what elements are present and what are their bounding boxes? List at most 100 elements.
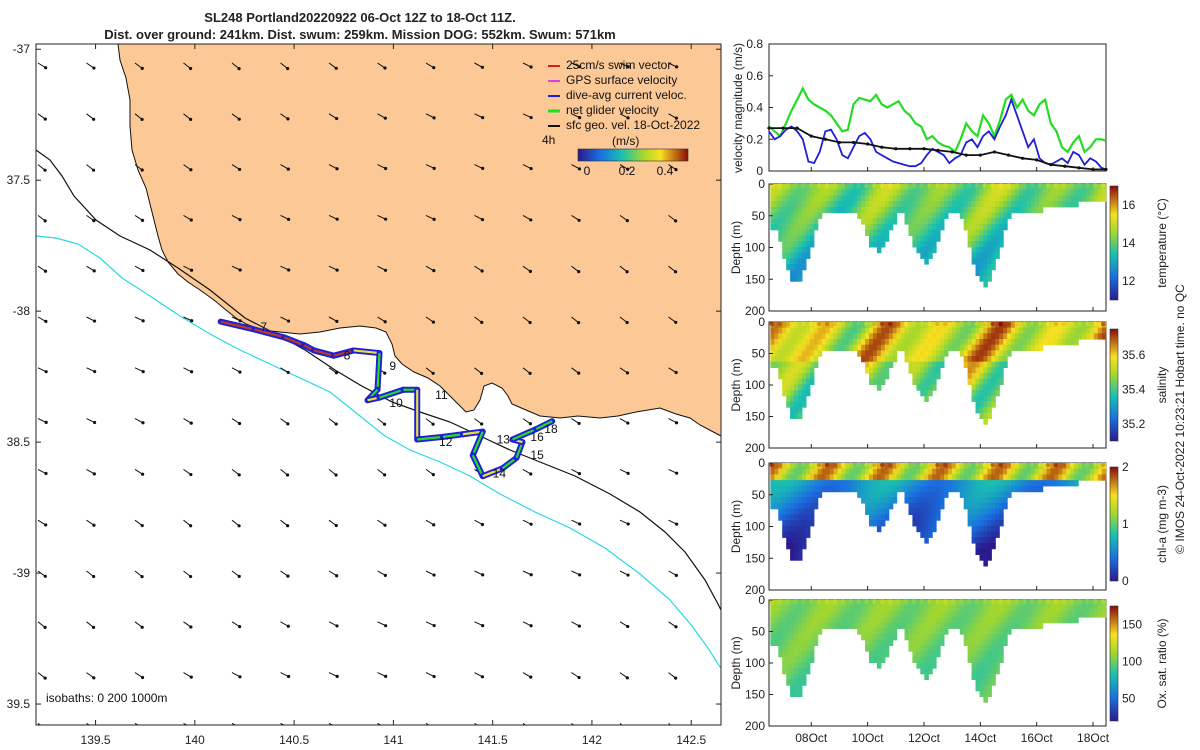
salinity-cell-638: [1042, 339, 1048, 346]
temperature-cell-162: [821, 206, 827, 214]
chla-surface-dot: [935, 462, 940, 468]
waypoint-9: 9: [389, 359, 396, 373]
current-arrowhead-152: [626, 573, 630, 577]
oxygen-cell-354: [920, 656, 925, 663]
temperature-ylabel: Depth (m): [729, 221, 743, 274]
chla-cell-564: [995, 503, 1000, 510]
current-arrowhead-67: [577, 270, 581, 274]
chla-cell-138: [809, 491, 815, 498]
oxygen-cell-406: [940, 600, 945, 607]
legend-swim: 25cm/s swim vector: [566, 58, 671, 72]
salinity-cell-627: [1034, 333, 1040, 340]
oxygen-cell-551: [991, 651, 996, 658]
chla-cell-292: [892, 485, 898, 493]
salinity-cell-437: [959, 333, 965, 340]
salinity-cbar-tick-0: 35.2: [1122, 417, 1146, 431]
temperature-cell-588: [1003, 224, 1008, 231]
salinity-cell-241: [873, 350, 878, 357]
map-title-line-2: Dist. over ground: 241km. Dist. swum: 25…: [104, 27, 616, 42]
oxygen-cell-66: [790, 668, 795, 675]
chla-cell-428: [951, 480, 957, 487]
oxygen-cell-455: [967, 634, 973, 641]
temperature-cell-482: [975, 229, 980, 236]
oxygen-cell-670: [1074, 617, 1079, 624]
oxygen-cell-473: [971, 673, 977, 680]
oxygen-surface-dot: [769, 599, 775, 605]
temperature-cell-584: [1003, 201, 1008, 208]
chla-cell-477: [975, 480, 980, 487]
chla-cell-339: [916, 503, 921, 510]
oxygen-cell-561: [995, 622, 1000, 629]
oxygen-cbar-tick-1: 100: [1122, 655, 1142, 669]
salinity-cell-250: [876, 339, 882, 346]
oxygen-cell-424: [947, 622, 953, 629]
temperature-cell-384: [932, 184, 937, 191]
temperature-cell-650: [1054, 201, 1059, 208]
current-arrowhead-80: [528, 320, 532, 325]
chla-cell-599: [1011, 485, 1016, 493]
track-net-seg-0: [220, 320, 255, 331]
current-arrowhead-57: [92, 269, 96, 273]
oxygen-cell-363: [924, 634, 929, 641]
isobath-1000: [36, 235, 721, 669]
temperature-cell-453: [967, 206, 973, 214]
temperature-cell-488: [975, 264, 980, 271]
chla-cell-224: [865, 508, 870, 515]
oxygen-cell-331: [912, 656, 917, 663]
salinity-cell-131: [805, 384, 811, 391]
temperature-cell-206: [857, 201, 862, 208]
salinity-cell-7: [770, 361, 775, 368]
temperature-cell-575: [999, 212, 1004, 219]
salinity-cell-357: [924, 322, 929, 329]
salinity-surface-dot: [1014, 321, 1019, 327]
temperature-cell-231: [869, 218, 874, 225]
salinity-cell-136: [809, 339, 815, 346]
chla-cell-544: [991, 474, 996, 481]
salinity-cell-463: [971, 339, 977, 346]
chla-cell-14: [774, 497, 779, 504]
chla-surface-dot: [785, 462, 790, 468]
salinity-cell-110: [802, 350, 807, 357]
temperature-cell-131: [805, 246, 811, 254]
chla-cell-657: [1062, 474, 1067, 481]
salinity-cell-23: [778, 361, 783, 368]
temperature-cell-369: [924, 252, 929, 259]
temperature-cell-257: [876, 241, 882, 248]
chla-cell-81: [794, 520, 799, 527]
current-arrowhead-79: [480, 320, 484, 324]
temperature-surface-dot: [903, 183, 909, 189]
temperature-cell-354: [920, 241, 925, 248]
chla-cell-592: [1007, 480, 1012, 487]
oxygen-cell-407: [940, 605, 945, 612]
temperature-cell-86: [794, 269, 799, 276]
oxygen-cell-333: [916, 605, 921, 612]
salinity-cell-290: [892, 333, 898, 340]
salinity-cell-455: [967, 356, 973, 363]
oxygen-cell-302: [900, 611, 906, 618]
oxygen-cell-470: [971, 656, 977, 663]
current-arrowhead-31: [189, 168, 193, 172]
temperature-cell-188: [845, 184, 850, 191]
oxygen-cell-621: [1030, 605, 1036, 612]
salinity-cell-481: [975, 361, 980, 368]
oxygen-cell-456: [967, 639, 973, 646]
salinity-cell-661: [1066, 333, 1071, 340]
temperature-surface-dot: [848, 183, 853, 189]
oxygen-cell-657: [1062, 611, 1067, 618]
temperature-cell-127: [805, 224, 811, 231]
chla-cell-345: [920, 468, 925, 475]
temperature-cell-530: [987, 212, 992, 219]
oxygen-cell-352: [920, 645, 925, 652]
chla-cell-308: [904, 480, 909, 487]
temperature-cell-675: [1082, 189, 1087, 196]
temperature-cell-520: [983, 258, 988, 265]
chla-cell-562: [995, 491, 1000, 498]
current-arrowhead-66: [528, 269, 532, 273]
temperature-cell-11: [774, 201, 779, 208]
oxygen-cell-319: [908, 639, 913, 646]
temperature-cell-101: [798, 258, 803, 265]
oxygen-cell-257: [876, 656, 882, 663]
temperature-cell-124: [805, 206, 811, 214]
temperature-cell-184: [841, 189, 846, 196]
temperature-cell-273: [884, 201, 890, 208]
